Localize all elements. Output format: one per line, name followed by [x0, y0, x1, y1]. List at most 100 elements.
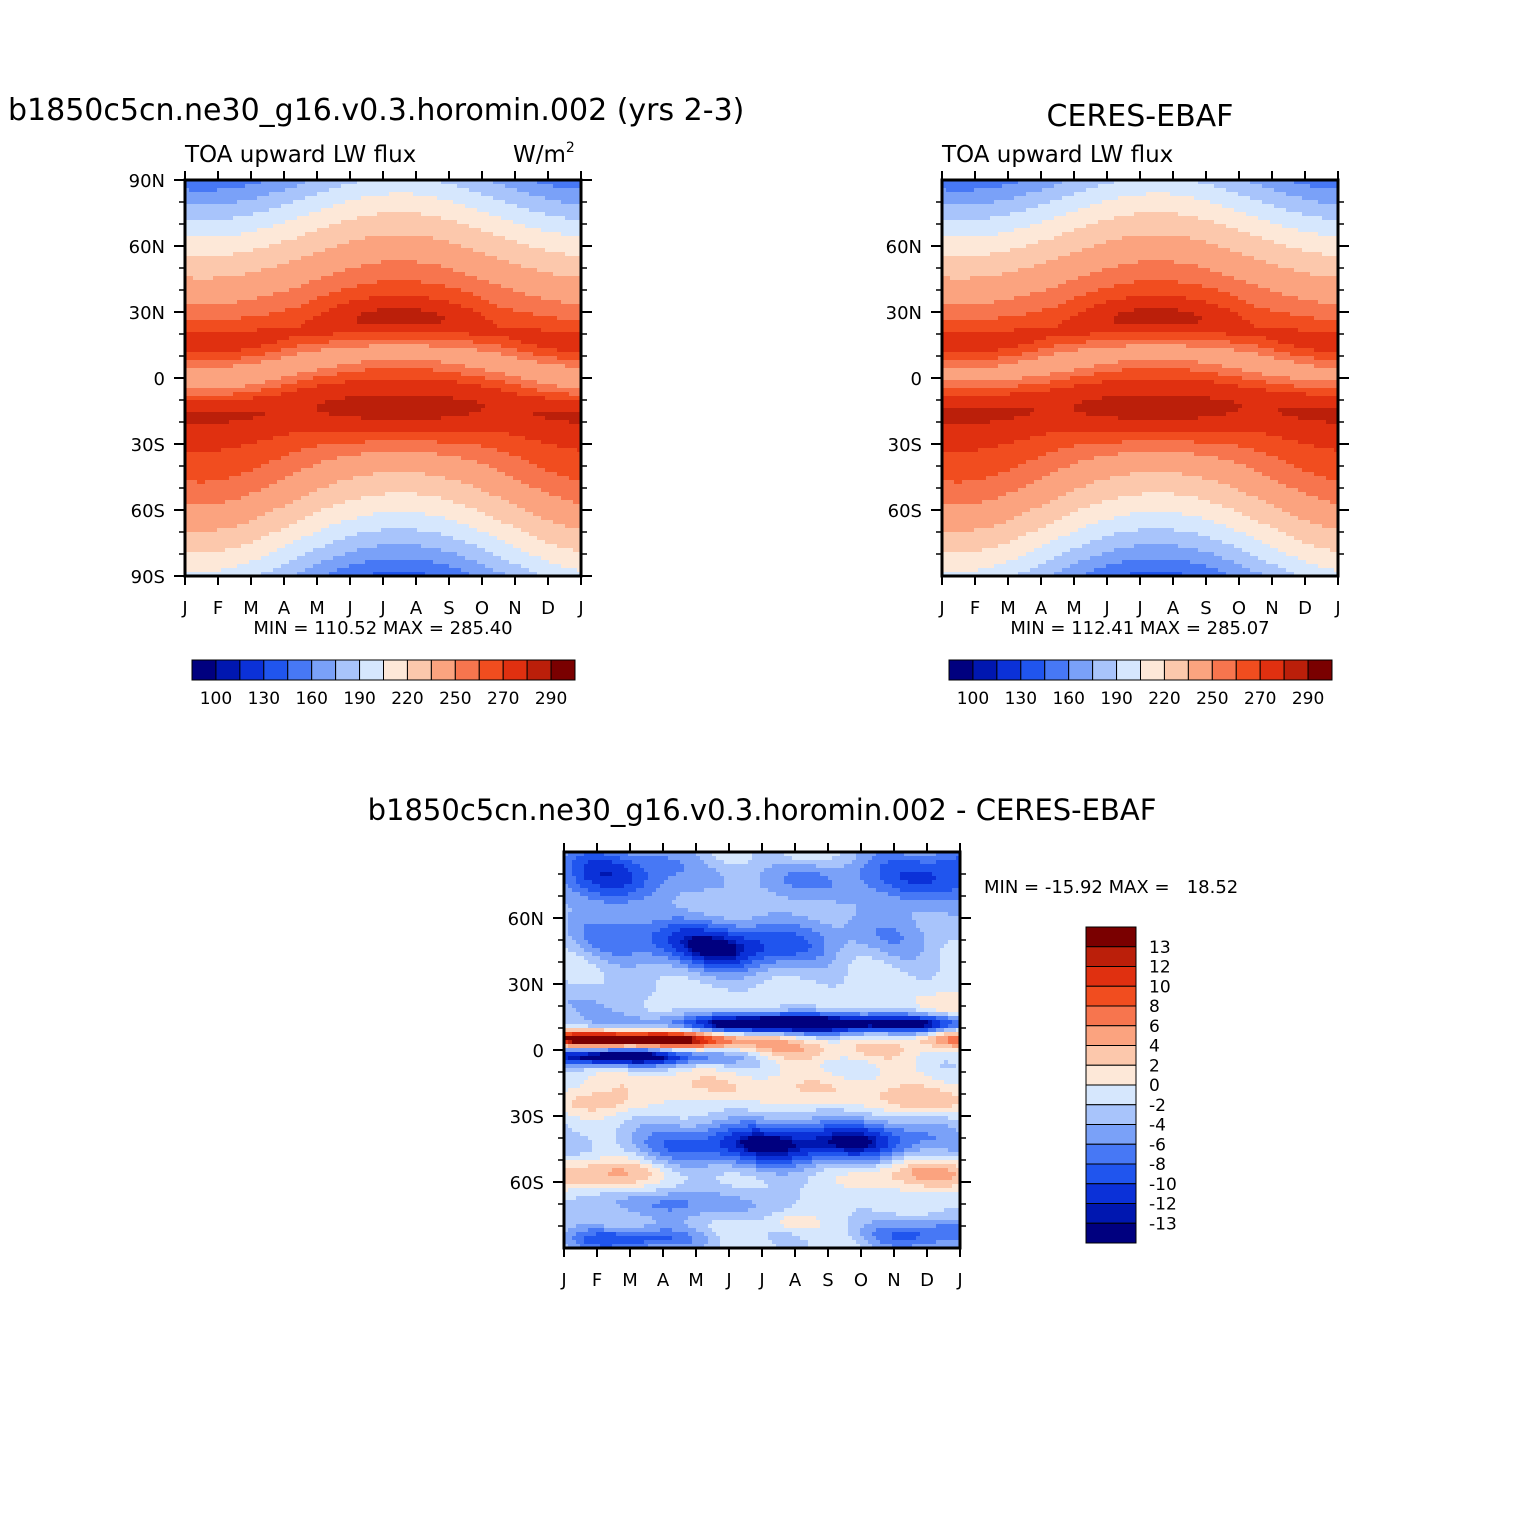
contour-cell — [676, 904, 857, 909]
contour-cell — [564, 880, 577, 885]
contour-cell — [281, 204, 334, 209]
contour-cell — [273, 508, 322, 513]
contour-cell — [944, 1080, 960, 1085]
model-stats: MIN = 110.52 MAX = 285.40 — [253, 618, 512, 639]
contour-cell — [445, 316, 486, 321]
contour-cell — [564, 1180, 637, 1185]
contour-cell — [648, 1136, 709, 1141]
contour-cell — [916, 1068, 960, 1073]
contour-cell — [904, 1128, 957, 1133]
contour-cell — [541, 556, 581, 561]
contour-cell — [321, 460, 478, 465]
contour-cell — [1214, 380, 1267, 385]
contour-cell — [1226, 224, 1283, 229]
model-panel: b1850c5cn.ne30_g16.v0.3.horomin.002 (yrs… — [8, 93, 744, 709]
contour-cell — [942, 504, 1043, 509]
contour-cell — [856, 904, 960, 909]
contour-cell — [1038, 356, 1275, 361]
contour-cell — [1090, 332, 1227, 337]
contour-cell — [317, 408, 482, 413]
contour-cell — [317, 368, 366, 373]
contour-cell — [756, 972, 849, 977]
contour-cell — [553, 184, 581, 189]
contour-cell — [908, 880, 933, 885]
contour-cell — [740, 1136, 749, 1141]
contour-cell — [900, 932, 925, 937]
contour-cell — [924, 1084, 960, 1089]
contour-cell — [656, 944, 673, 949]
contour-cell — [564, 888, 573, 893]
contour-cell — [700, 972, 757, 977]
contour-cell — [584, 876, 633, 881]
contour-cell — [916, 920, 960, 925]
contour-cell — [756, 1120, 821, 1125]
contour-cell — [197, 480, 206, 485]
contour-cell — [445, 516, 494, 521]
contour-cell — [800, 1044, 821, 1049]
contour-cell — [1058, 468, 1255, 473]
contour-cell — [688, 944, 737, 949]
contour-cell — [684, 916, 725, 921]
contour-cell — [584, 956, 601, 961]
contour-cell — [1098, 520, 1215, 525]
contour-cell — [1026, 532, 1071, 537]
contour-cell — [469, 332, 581, 337]
contour-cell — [564, 860, 573, 865]
contour-cell — [293, 540, 334, 545]
contour-cell — [740, 1140, 793, 1145]
contour-cell — [624, 884, 645, 889]
contour-cell — [1038, 456, 1095, 461]
contour-cell — [796, 932, 821, 937]
contour-cell — [265, 380, 298, 385]
contour-cell — [564, 1124, 569, 1129]
contour-cell — [1238, 408, 1279, 413]
contour-cell — [868, 1060, 917, 1065]
contour-cell — [876, 1144, 889, 1149]
contour-cell — [564, 1204, 621, 1209]
contour-cell — [1118, 360, 1199, 365]
contour-cell — [768, 1232, 793, 1237]
contour-cell — [461, 288, 514, 293]
contour-cell — [564, 932, 569, 937]
x-tick-label: F — [970, 598, 980, 619]
contour-cell — [285, 308, 330, 313]
contour-cell — [916, 976, 933, 981]
contour-cell — [804, 1168, 825, 1173]
contour-cell — [1274, 204, 1338, 209]
contour-cell — [345, 500, 454, 505]
contour-cell — [437, 452, 510, 457]
contour-cell — [636, 964, 673, 969]
contour-cell — [1026, 208, 1079, 213]
contour-cell — [872, 1112, 960, 1117]
contour-cell — [1218, 568, 1251, 573]
contour-cell — [1018, 360, 1119, 365]
contour-cell — [942, 376, 1023, 381]
contour-cell — [708, 1112, 873, 1117]
contour-cell — [185, 508, 274, 513]
contour-cell — [477, 508, 526, 513]
contour-cell — [712, 1220, 781, 1225]
contour-cell — [185, 240, 282, 245]
contour-cell — [564, 876, 577, 881]
contour-cell — [305, 320, 358, 325]
contour-cell — [1302, 248, 1338, 253]
contour-cell — [453, 200, 506, 205]
contour-cell — [1022, 352, 1055, 357]
contour-cell — [942, 476, 987, 481]
contour-cell — [852, 916, 913, 921]
contour-cell — [185, 228, 258, 233]
contour-cell — [1006, 492, 1067, 497]
contour-cell — [998, 496, 1059, 501]
contour-cell — [505, 236, 581, 241]
contour-cell — [712, 1032, 725, 1037]
contour-cell — [688, 940, 729, 945]
contour-cell — [936, 1036, 949, 1041]
contour-cell — [876, 1064, 917, 1069]
contour-cell — [668, 956, 681, 961]
contour-cell — [469, 188, 518, 193]
contour-cell — [321, 508, 478, 513]
contour-cell — [1118, 196, 1195, 201]
contour-cell — [237, 200, 294, 205]
contour-cell — [245, 184, 298, 189]
contour-cell — [233, 216, 298, 221]
